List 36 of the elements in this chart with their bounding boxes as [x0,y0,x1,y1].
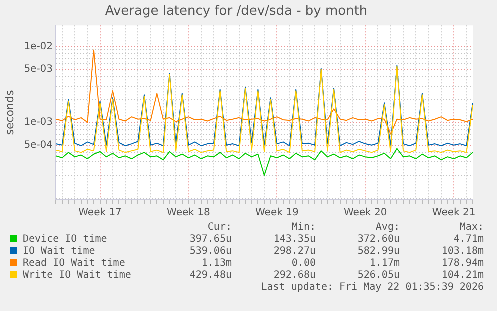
text: 298.27u [272,246,316,258]
text: 526.05u [357,270,400,282]
text: 178.94m [440,258,484,270]
text: 143.35u [272,234,316,246]
y-tick-label: 1e-02 [24,41,54,52]
text: 429.48u [188,270,232,282]
x-tick-label: Week 21 [432,208,476,219]
text: Avg: [374,222,400,234]
x-tick-label: Week 18 [167,208,210,219]
text: 539.06u [188,246,232,258]
text: 397.65u [188,234,232,246]
x-tick-label: Week 20 [344,208,388,219]
text: Last update: Fri May 22 01:35:39 2026 [260,282,484,294]
text: 104.21m [440,270,484,282]
text: 103.18m [440,246,484,258]
y-axis-title: seconds [3,90,16,136]
text: 0.00 [290,258,316,270]
legend-label: Read IO Wait time [23,258,126,269]
text: 1.13m [200,258,232,270]
y-tick-label: 5e-03 [24,64,54,76]
legend-label: IO Wait time [23,246,96,257]
y-tick-label: 1e-03 [24,117,54,128]
legend-label: Device IO time [23,234,108,245]
text: 582.99u [356,246,400,258]
text: Max: [458,222,484,234]
text: 1.17m [368,258,400,270]
text: Min: [290,222,316,234]
legend-label: Write IO Wait time [23,270,132,281]
text: 4.71m [452,234,484,246]
chart-title: Average latency for /dev/sda - by month [105,4,368,20]
text: 372.60u [356,234,400,246]
text: 292.68u [272,270,316,282]
y-tick-label: 5e-04 [24,140,54,151]
x-tick-label: Week 17 [78,208,122,219]
x-tick-label: Week 19 [256,208,299,219]
text: Cur: [206,222,232,234]
